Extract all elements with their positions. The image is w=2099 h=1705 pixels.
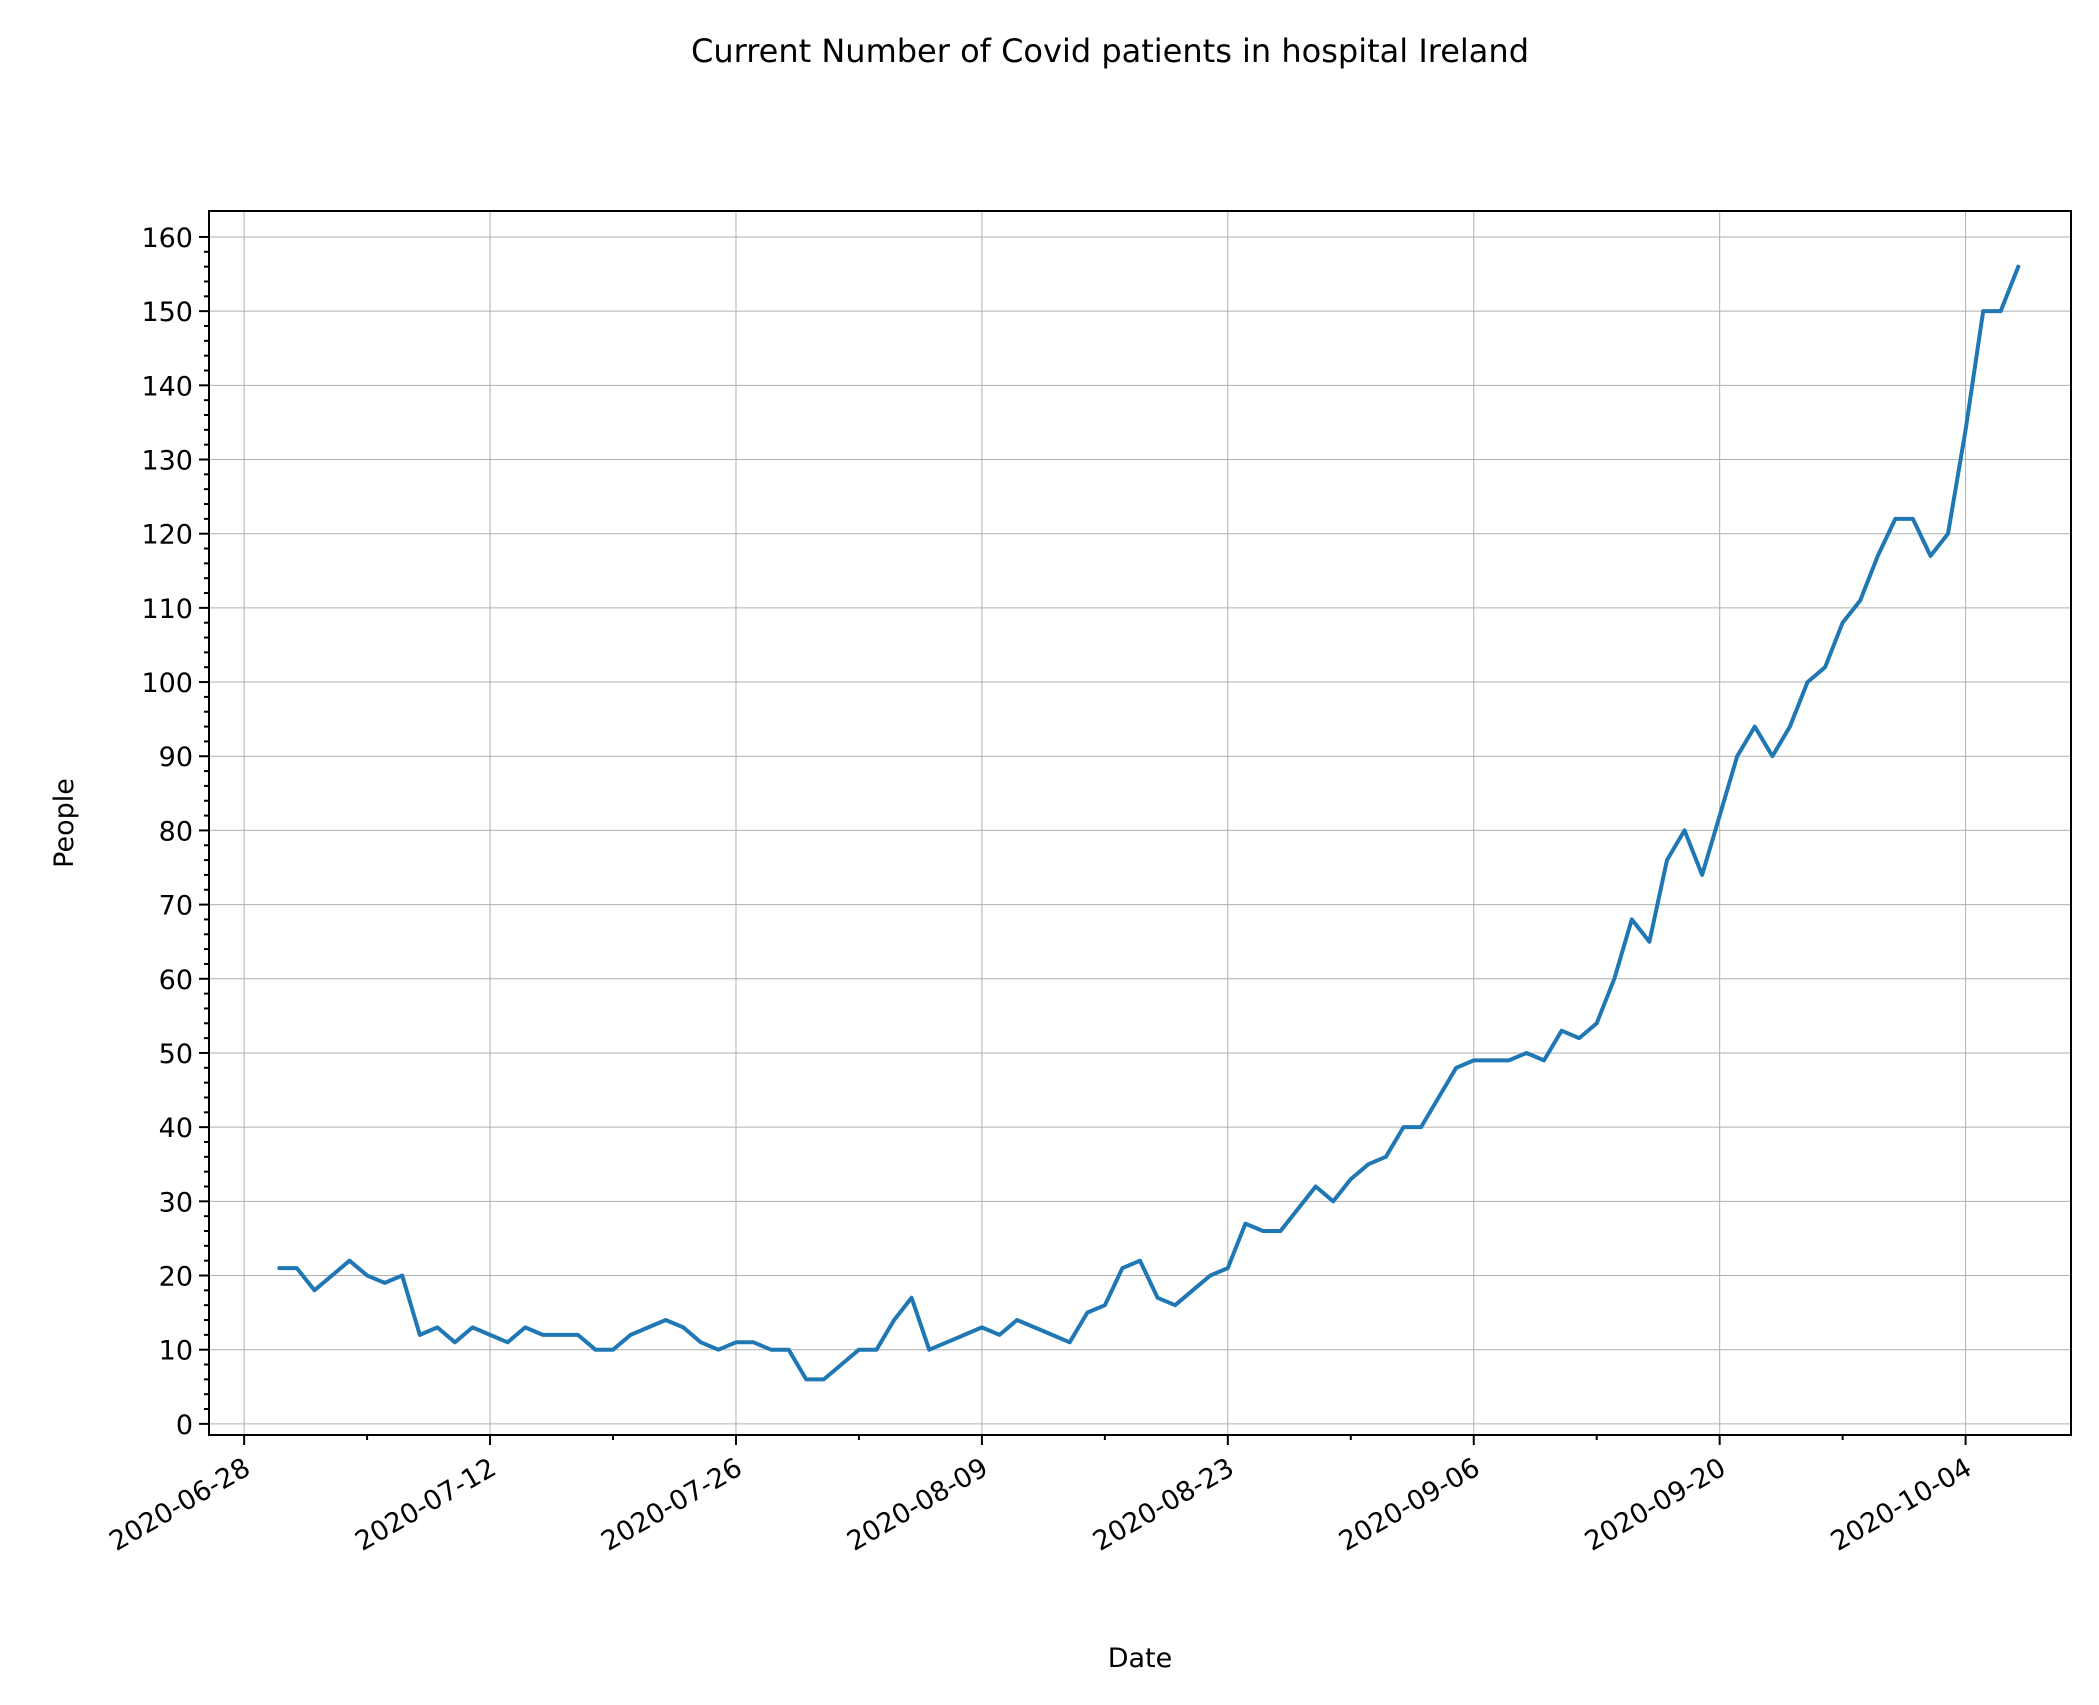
y-tick-label: 160 <box>141 223 193 254</box>
y-tick-label: 50 <box>159 1039 193 1070</box>
data-series <box>277 264 2021 1382</box>
x-tick-label: 2020-09-20 <box>1580 1452 1731 1557</box>
x-tick-label: 2020-08-23 <box>1088 1452 1239 1557</box>
y-tick-label: 20 <box>159 1262 193 1293</box>
x-tick-label: 2020-06-28 <box>104 1452 255 1557</box>
y-axis-label: People <box>49 778 80 868</box>
x-tick-label: 2020-09-06 <box>1334 1452 1485 1557</box>
y-tick-label: 40 <box>159 1113 193 1144</box>
y-tick-label: 150 <box>141 297 193 328</box>
y-tick-label: 110 <box>141 594 193 625</box>
y-axis: 0 10 20 30 40 50 60 70 80 90 100 110 120 130 140 150 160 <box>141 223 209 1441</box>
x-tick-label: 2020-07-12 <box>350 1452 501 1557</box>
y-tick-label: 140 <box>141 371 193 402</box>
x-tick-label: 2020-10-04 <box>1826 1452 1977 1557</box>
gridlines <box>209 211 2071 1435</box>
chart-title: Current Number of Covid patients in hosp… <box>691 32 1529 70</box>
x-axis-label: Date <box>1108 1643 1173 1674</box>
y-tick-label: 120 <box>141 520 193 551</box>
y-tick-label: 60 <box>159 965 193 996</box>
y-tick-label: 80 <box>159 816 193 847</box>
y-tick-label: 100 <box>141 668 193 699</box>
y-tick-label: 30 <box>159 1187 193 1218</box>
y-tick-label: 70 <box>159 891 193 922</box>
x-tick-label: 2020-08-09 <box>842 1452 993 1557</box>
y-tick-label: 0 <box>176 1410 193 1441</box>
series-line <box>277 264 2021 1382</box>
y-tick-label: 130 <box>141 446 193 477</box>
y-tick-label: 10 <box>159 1336 193 1367</box>
plot-frame <box>208 210 2072 1436</box>
x-axis: 2020-06-28 2020-07-12 2020-07-26 2020-08-09… <box>104 1435 1977 1558</box>
y-tick-label: 90 <box>159 742 193 773</box>
x-tick-label: 2020-07-26 <box>596 1452 747 1557</box>
